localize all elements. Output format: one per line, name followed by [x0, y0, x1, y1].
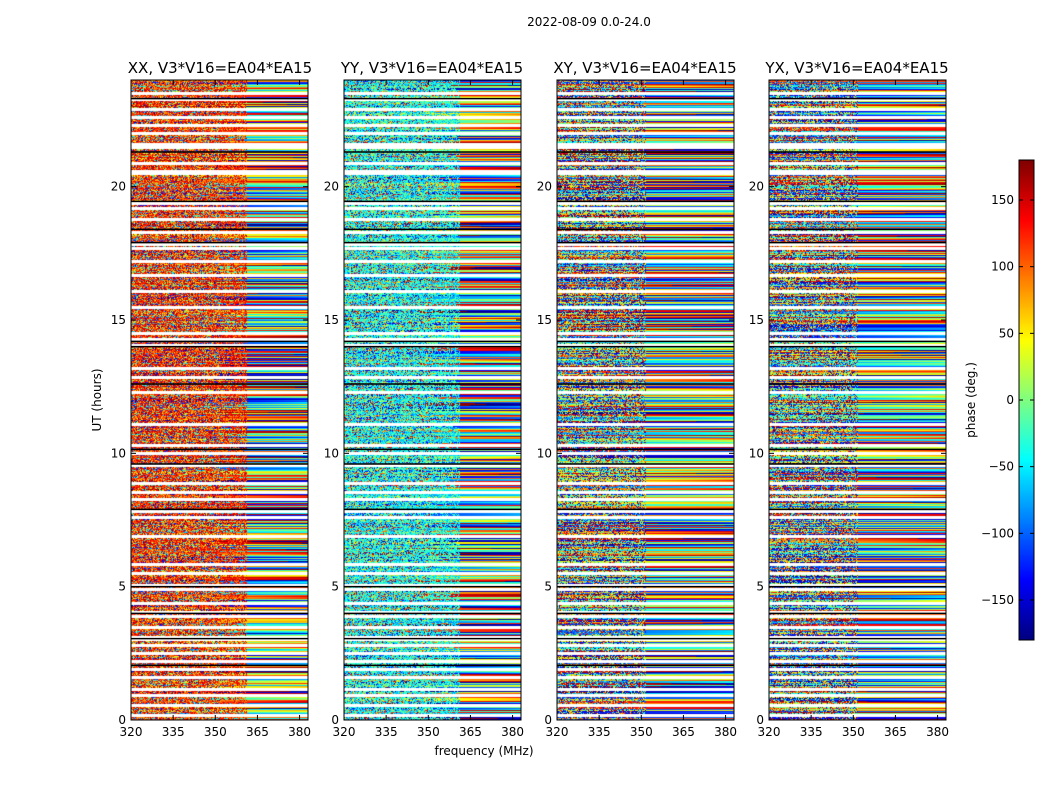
panel-title-yx: YX, V3*V16=EA04*EA15 — [764, 59, 948, 77]
colorbar-tick-label: 0 — [1006, 393, 1014, 407]
y-tick-label: 15 — [324, 313, 339, 327]
panel-xy: 320 335 350 365 380 0 5 10 15 20 — [537, 79, 737, 739]
colorbar-gradient — [1019, 160, 1034, 640]
x-tick-label: 320 — [120, 725, 143, 739]
y-tick-label: 5 — [118, 580, 126, 594]
axes-frame — [556, 79, 735, 721]
axes-frame — [343, 79, 522, 721]
colorbar-tick-label: −50 — [989, 460, 1014, 474]
panel-yx: 320 335 350 365 380 0 5 10 15 20 — [749, 79, 949, 739]
y-tick-label: 10 — [537, 446, 552, 460]
panel-title-xx: XX, V3*V16=EA04*EA15 — [128, 59, 312, 77]
axes-frame — [768, 79, 947, 721]
x-tick-label: 350 — [417, 725, 440, 739]
y-axis-label: UT (hours) — [90, 368, 104, 431]
y-tick-label: 5 — [544, 580, 552, 594]
colorbar-tick-label: −150 — [981, 593, 1014, 607]
x-tick-label: 350 — [842, 725, 865, 739]
y-tick-label: 0 — [118, 713, 126, 727]
x-tick-label: 380 — [714, 725, 737, 739]
x-tick-label: 350 — [630, 725, 653, 739]
x-axis-label: frequency (MHz) — [434, 744, 533, 758]
y-tick-label: 15 — [111, 313, 126, 327]
x-tick-label: 380 — [926, 725, 949, 739]
phase-heatmap-2 — [557, 80, 734, 720]
panel-title-xy: XY, V3*V16=EA04*EA15 — [553, 59, 736, 77]
x-tick-label: 320 — [758, 725, 781, 739]
colorbar-label: phase (deg.) — [964, 362, 978, 438]
phase-heatmap-0 — [131, 80, 308, 720]
y-tick-label: 15 — [537, 313, 552, 327]
y-tick-label: 20 — [324, 180, 339, 194]
x-tick-label: 350 — [204, 725, 227, 739]
x-tick-label: 335 — [162, 725, 185, 739]
x-tick-label: 335 — [375, 725, 398, 739]
phase-heatmap-3 — [769, 80, 946, 720]
colorbar-tick-label: 50 — [999, 326, 1014, 340]
x-tick-label: 365 — [459, 725, 482, 739]
panel-xx: 320 335 350 365 380 0 5 10 15 20 — [111, 79, 311, 739]
panel-yy: 320 335 350 365 380 0 5 10 15 20 — [324, 79, 524, 739]
y-tick-label: 0 — [331, 713, 339, 727]
y-tick-label: 5 — [331, 580, 339, 594]
x-tick-label: 320 — [333, 725, 356, 739]
x-tick-label: 380 — [288, 725, 311, 739]
axes-frame — [130, 79, 309, 721]
x-tick-label: 335 — [588, 725, 611, 739]
colorbar: 150 100 50 0 −50 −100 −150 — [981, 159, 1035, 641]
x-tick-label: 365 — [672, 725, 695, 739]
y-tick-label: 0 — [544, 713, 552, 727]
colorbar-tick-label: 100 — [991, 260, 1014, 274]
phase-heatmap-1 — [344, 80, 521, 720]
y-tick-label: 20 — [111, 180, 126, 194]
x-tick-label: 380 — [501, 725, 524, 739]
colorbar-tick-label: −100 — [981, 526, 1014, 540]
y-tick-label: 10 — [749, 446, 764, 460]
panel-title-yy: YY, V3*V16=EA04*EA15 — [340, 59, 523, 77]
figure-title: 2022-08-09 0.0-24.0 — [527, 15, 651, 29]
y-tick-label: 0 — [756, 713, 764, 727]
y-tick-label: 20 — [537, 180, 552, 194]
x-tick-label: 365 — [246, 725, 269, 739]
y-tick-label: 20 — [749, 180, 764, 194]
y-tick-label: 15 — [749, 313, 764, 327]
y-tick-label: 10 — [324, 446, 339, 460]
x-tick-label: 365 — [884, 725, 907, 739]
x-tick-label: 335 — [800, 725, 823, 739]
colorbar-tick-label: 150 — [991, 193, 1014, 207]
x-tick-label: 320 — [546, 725, 569, 739]
y-tick-label: 10 — [111, 446, 126, 460]
y-tick-label: 5 — [756, 580, 764, 594]
